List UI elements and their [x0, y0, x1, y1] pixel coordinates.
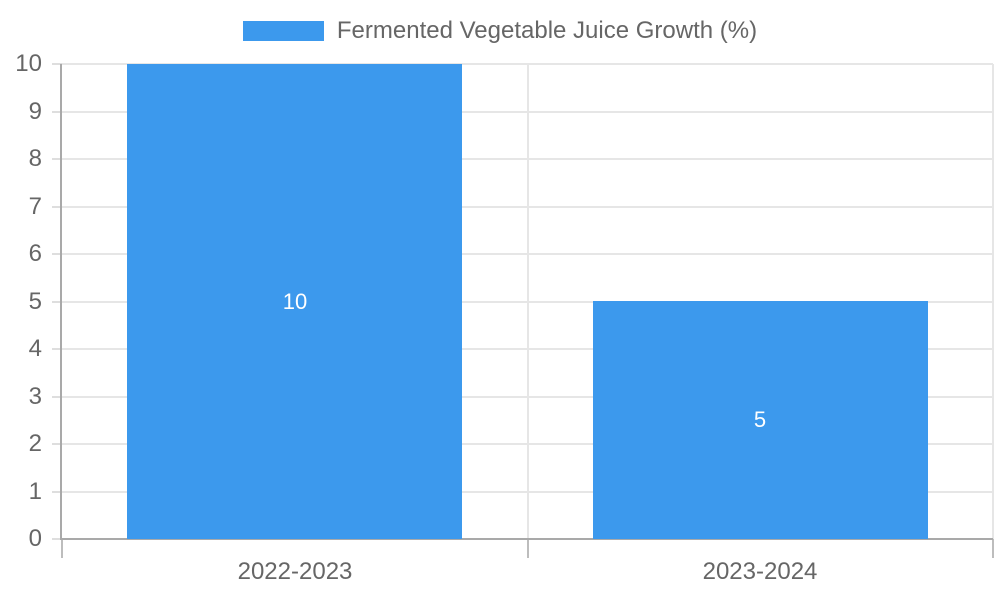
- y-tick-label: 3: [28, 383, 42, 410]
- y-axis-tick: [52, 158, 62, 160]
- y-axis-tick: [52, 538, 62, 540]
- y-axis-tick: [52, 301, 62, 303]
- y-axis-tick: [52, 253, 62, 255]
- y-axis-tick: [52, 111, 62, 113]
- y-tick-label: 6: [28, 240, 42, 267]
- y-axis-tick: [52, 491, 62, 493]
- legend-label: Fermented Vegetable Juice Growth (%): [336, 17, 758, 44]
- bar-value-label: 5: [753, 407, 767, 432]
- x-axis-line: [60, 538, 993, 540]
- y-tick-label: 7: [28, 193, 42, 220]
- y-tick-label: 10: [15, 50, 42, 77]
- x-gridline: [992, 64, 994, 539]
- y-tick-label: 0: [28, 525, 42, 552]
- y-axis-tick: [52, 443, 62, 445]
- x-axis-tick: [527, 539, 529, 558]
- y-axis-tick: [52, 206, 62, 208]
- y-tick-label: 5: [28, 288, 42, 315]
- legend-swatch: [242, 21, 324, 41]
- x-axis-tick: [61, 539, 63, 558]
- y-tick-label: 4: [28, 335, 42, 362]
- bar-value-label: 10: [282, 289, 308, 314]
- y-tick-label: 8: [28, 145, 42, 172]
- y-tick-label: 1: [28, 478, 42, 505]
- y-axis-line: [60, 64, 62, 539]
- chart-legend[interactable]: Fermented Vegetable Juice Growth (%): [0, 18, 1000, 44]
- x-axis-tick: [992, 539, 994, 558]
- y-axis-tick: [52, 63, 62, 65]
- bar[interactable]: [127, 64, 462, 539]
- x-category-label: 2022-2023: [237, 558, 353, 585]
- y-tick-label: 2: [28, 430, 42, 457]
- x-category-label: 2023-2024: [702, 558, 818, 585]
- y-axis-tick: [52, 396, 62, 398]
- y-tick-label: 9: [28, 98, 42, 125]
- bar[interactable]: [593, 301, 928, 539]
- x-gridline: [527, 64, 529, 539]
- y-axis-tick: [52, 348, 62, 350]
